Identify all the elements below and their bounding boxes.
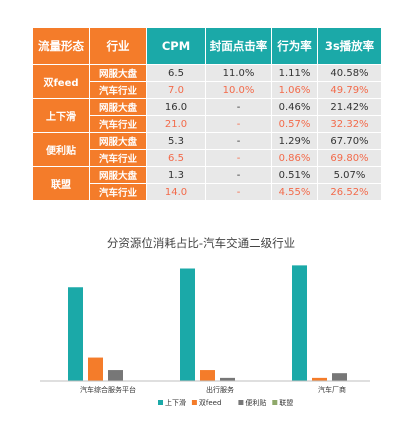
ctr-cell: 10.0% [205, 81, 272, 99]
action-cell: 0.46% [271, 98, 318, 116]
cpm-cell: 6.5 [146, 64, 206, 82]
industry-cell: 网服大盘 [89, 166, 147, 184]
legend-label: 联盟 [279, 398, 293, 407]
industry-cell: 汽车行业 [89, 81, 147, 99]
legend-label: 便利贴 [245, 398, 266, 407]
cpm-cell: 21.0 [146, 115, 206, 133]
action-cell: 0.86% [271, 149, 318, 167]
form-cell: 双feed [32, 64, 90, 99]
play3s-cell: 40.58% [317, 64, 382, 82]
ctr-cell: - [205, 149, 272, 167]
header-3s-play-rate: 3s播放率 [317, 27, 382, 65]
play3s-cell: 32.32% [317, 115, 382, 133]
legend-swatch [238, 400, 244, 405]
play3s-cell: 21.42% [317, 98, 382, 116]
cpm-cell: 16.0 [146, 98, 206, 116]
header-form: 流量形态 [32, 27, 90, 65]
bar-1-series-1 [68, 287, 83, 381]
header-action-rate: 行为率 [271, 27, 318, 65]
legend-label: 双feed [199, 399, 222, 407]
ctr-cell: - [205, 166, 272, 184]
header-cpm: CPM [146, 27, 206, 65]
bar-group [68, 265, 347, 381]
chart-legend: 上下滑 双feed 便利贴 联盟 [158, 398, 293, 407]
industry-cell: 网服大盘 [89, 64, 147, 82]
form-cell: 上下滑 [32, 98, 90, 133]
ctr-cell: - [205, 115, 272, 133]
bar-3-series-3 [332, 373, 347, 381]
consumption-share-chart: 分资源位消耗占比-汽车交通二级行业 汽车综合服务平台 出行服务 汽车厂商 上下滑 双f… [40, 236, 370, 407]
action-cell: 1.11% [271, 64, 318, 82]
action-cell: 0.57% [271, 115, 318, 133]
header-ctr: 封面点击率 [205, 27, 272, 65]
cpm-cell: 6.5 [146, 149, 206, 167]
action-cell: 4.55% [271, 183, 318, 201]
chart-title: 分资源位消耗占比-汽车交通二级行业 [107, 236, 295, 250]
header-industry: 行业 [89, 27, 147, 65]
ctr-cell: - [205, 183, 272, 201]
table-row: 上下滑 网服大盘 16.0 - 0.46% 21.42% [32, 98, 382, 133]
cpm-cell: 1.3 [146, 166, 206, 184]
ctr-cell: - [205, 98, 272, 116]
industry-cell: 汽车行业 [89, 149, 147, 167]
industry-cell: 网服大盘 [89, 132, 147, 150]
bar-3-series-1 [292, 265, 307, 381]
industry-cell: 网服大盘 [89, 98, 147, 116]
play3s-cell: 67.70% [317, 132, 382, 150]
industry-cell: 汽车行业 [89, 115, 147, 133]
form-cell: 联盟 [32, 166, 90, 201]
table-row: 联盟 网服大盘 1.3 - 0.51% 5.07% [32, 166, 382, 201]
bar-1-series-2 [88, 357, 103, 381]
category-label: 汽车综合服务平台 [80, 385, 136, 394]
bar-2-series-2 [200, 370, 215, 381]
play3s-cell: 69.80% [317, 149, 382, 167]
category-label: 汽车厂商 [318, 385, 346, 394]
industry-cell: 汽车行业 [89, 183, 147, 201]
bar-3-series-2 [312, 377, 327, 381]
play3s-cell: 49.79% [317, 81, 382, 99]
legend-swatch [272, 400, 278, 405]
category-labels: 汽车综合服务平台 出行服务 汽车厂商 [80, 385, 346, 394]
action-cell: 1.06% [271, 81, 318, 99]
table-header-row: 流量形态 行业 CPM 封面点击率 行为率 3s播放率 [32, 27, 382, 65]
metrics-table: 流量形态 行业 CPM 封面点击率 行为率 3s播放率 双feed 网服大盘 6… [32, 27, 382, 201]
table-row: 汽车行业 21.0 - 0.57% 32.32% [33, 115, 382, 133]
cpm-cell: 7.0 [146, 81, 206, 99]
action-cell: 0.51% [271, 166, 318, 184]
table-row: 双feed 网服大盘 6.5 11.0% 1.11% 40.58% [32, 64, 382, 99]
bar-1-series-3 [108, 370, 123, 381]
play3s-cell: 26.52% [317, 183, 382, 201]
table-row: 汽车行业 6.5 - 0.86% 69.80% [33, 149, 382, 167]
action-cell: 1.29% [271, 132, 318, 150]
bar-2-series-3 [220, 377, 235, 381]
legend-label: 上下滑 [165, 398, 186, 407]
table-row: 汽车行业 14.0 - 4.55% 26.52% [33, 183, 382, 201]
bar-2-series-1 [180, 268, 195, 381]
cpm-cell: 14.0 [146, 183, 206, 201]
ctr-cell: 11.0% [205, 64, 272, 82]
category-label: 出行服务 [206, 385, 234, 394]
legend-swatch [158, 400, 163, 405]
form-cell: 便利贴 [32, 132, 90, 167]
ctr-cell: - [205, 132, 272, 150]
table-row: 便利贴 网服大盘 5.3 - 1.29% 67.70% [32, 132, 382, 167]
legend-swatch [191, 400, 197, 405]
play3s-cell: 5.07% [317, 166, 382, 184]
cpm-cell: 5.3 [146, 132, 206, 150]
